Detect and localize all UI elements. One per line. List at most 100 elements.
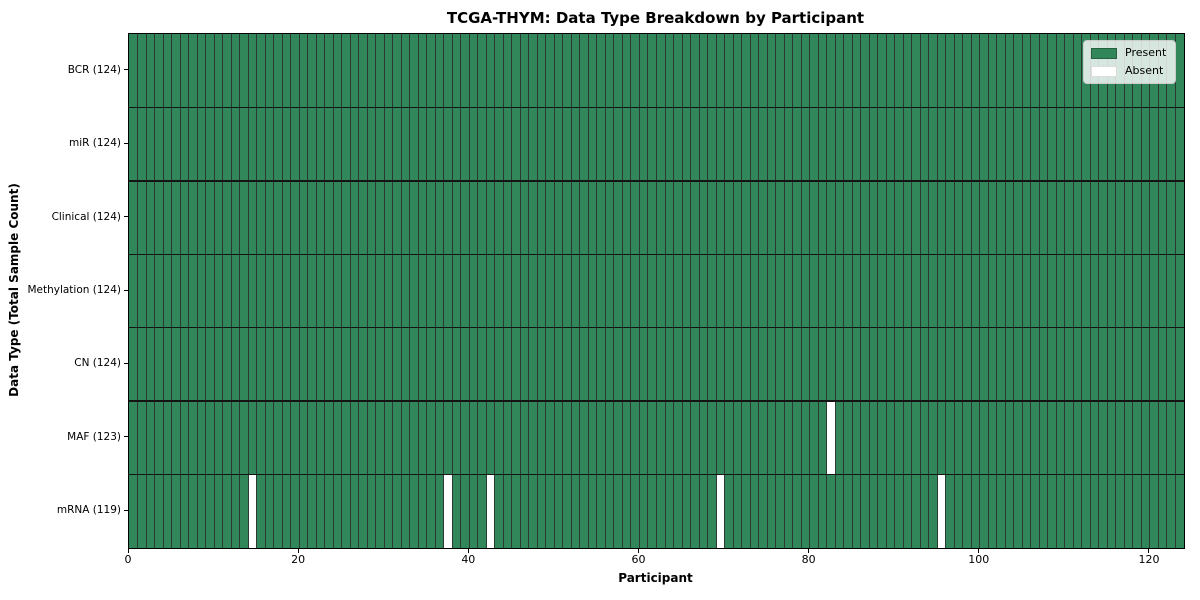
cell-edge-line [911, 34, 913, 548]
cell-edge-line [724, 34, 726, 548]
cell-edge-line [604, 34, 606, 548]
cell-edge-line [434, 34, 436, 548]
cell-edge-line [409, 34, 411, 548]
cell-edge-line [154, 34, 156, 548]
x-tick-mark [978, 548, 980, 553]
cell-edge-line [613, 34, 615, 548]
cell-edge-line [1072, 34, 1074, 548]
cell-edge-line [222, 34, 224, 548]
cell-edge-line [902, 34, 904, 548]
row-separator-line [129, 473, 1184, 476]
x-tick-label-80: 80 [801, 553, 816, 566]
cell-edge-line [239, 34, 241, 548]
cell-edge-line [1089, 34, 1091, 548]
cell-edge-line [273, 34, 275, 548]
cell-edge-line [290, 34, 292, 548]
cell-edge-line [570, 34, 572, 548]
cell-edge-line [1149, 34, 1151, 548]
cell-edge-line [1013, 34, 1015, 548]
heatmap-plot [128, 33, 1185, 549]
cell-edge-line [860, 34, 862, 548]
absent-cell-mRNA-37 [443, 474, 453, 548]
cell-edge-line [366, 34, 368, 548]
y-tick-mark [124, 436, 128, 438]
x-tick-label-0: 0 [124, 553, 132, 566]
cell-edge-line [511, 34, 513, 548]
cell-edge-line [834, 34, 836, 548]
cell-edge-line [851, 34, 853, 548]
cell-edge-line [205, 34, 207, 548]
x-tick-mark [637, 548, 639, 553]
cell-edge-line [477, 34, 479, 548]
cell-edge-line [400, 34, 402, 548]
cell-edge-line [936, 34, 938, 548]
cell-edge-line [715, 34, 717, 548]
cell-edge-line [732, 34, 734, 548]
cell-edge-line [562, 34, 564, 548]
cell-edge-line [1132, 34, 1134, 548]
cell-edge-line [826, 34, 828, 548]
chart-title: TCGA-THYM: Data Type Breakdown by Partic… [446, 9, 865, 27]
cell-edge-line [1106, 34, 1108, 548]
cell-edge-line [741, 34, 743, 548]
y-tick-label-mRNA: mRNA (119) [56, 504, 121, 517]
y-tick-label-Methylation: Methylation (124) [27, 284, 121, 296]
cell-edge-line [528, 34, 530, 548]
cell-edge-line [843, 34, 845, 548]
cell-edge-line [800, 34, 802, 548]
cell-edge-line [545, 34, 547, 548]
x-tick-label-100: 100 [968, 553, 990, 566]
x-tick-mark [1148, 548, 1150, 553]
x-tick-mark [467, 548, 469, 553]
cell-edge-line [587, 34, 589, 548]
cell-edge-line [264, 34, 266, 548]
y-tick-mark [124, 142, 128, 144]
y-tick-label-BCR: BCR (124) [67, 63, 121, 76]
absent-cell-mRNA-69 [716, 474, 725, 548]
cell-edge-line [1123, 34, 1125, 548]
cell-edge-line [758, 34, 760, 548]
cell-edge-line [962, 34, 964, 548]
cell-edge-line [690, 34, 692, 548]
cell-edge-line [579, 34, 581, 548]
row-separator-line [129, 253, 1184, 255]
cell-edge-line [307, 34, 309, 548]
cell-edge-line [877, 34, 879, 548]
cell-edge-line [1098, 34, 1100, 548]
cell-edge-line [817, 34, 819, 548]
cell-edge-line [460, 34, 462, 548]
cell-edge-line [792, 34, 794, 548]
x-tick-label-20: 20 [291, 553, 306, 566]
cell-edge-line [536, 34, 538, 548]
cell-edge-line [468, 34, 470, 548]
cell-edge-line [485, 34, 487, 548]
cell-edge-line [647, 34, 649, 548]
cell-edge-line [137, 34, 138, 548]
cell-edge-line [1038, 34, 1040, 548]
cell-edge-line [766, 34, 768, 548]
cell-edge-line [630, 34, 632, 548]
cell-edge-line [928, 34, 930, 548]
cell-edge-line [451, 34, 453, 548]
cell-edge-line [443, 34, 445, 548]
cell-edge-line [945, 34, 947, 548]
cell-edge-line [392, 34, 394, 548]
y-tick-mark [124, 289, 128, 291]
cell-edge-line [621, 34, 623, 548]
absent-swatch-icon [1091, 65, 1117, 77]
cell-edge-line [987, 34, 989, 548]
cell-edge-line [230, 34, 232, 548]
cell-edge-line [638, 34, 640, 548]
cell-edge-line [162, 34, 164, 548]
legend-item-present: Present [1091, 46, 1166, 60]
cell-edge-line [341, 34, 343, 548]
cell-edge-line [1140, 34, 1142, 548]
y-tick-label-CN: CN (124) [74, 357, 121, 370]
cell-edge-line [315, 34, 317, 548]
cell-edge-line [426, 34, 428, 548]
y-tick-mark [124, 362, 128, 364]
cell-edge-line [196, 34, 198, 548]
cell-edge-line [1021, 34, 1023, 548]
cell-edge-line [1166, 34, 1168, 548]
